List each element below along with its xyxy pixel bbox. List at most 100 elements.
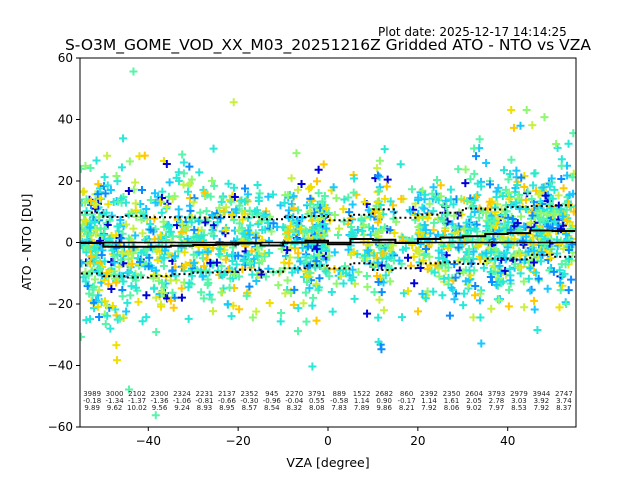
scatter-point <box>558 212 567 221</box>
bin-count-label: 3944 <box>532 390 550 398</box>
scatter-point <box>229 98 238 107</box>
scatter-point <box>556 205 565 214</box>
scatter-point <box>265 299 274 308</box>
scatter-point <box>197 288 206 297</box>
scatter-point <box>325 272 334 281</box>
scatter-point <box>317 260 326 269</box>
scatter-point <box>189 198 198 207</box>
scatter-point <box>477 339 486 348</box>
y-axis: −60 −40 −20 0 20 40 60 <box>48 51 80 434</box>
scatter-point <box>320 191 329 200</box>
scatter-point <box>220 270 229 279</box>
scatter-point <box>465 245 474 254</box>
scatter-point <box>160 283 169 292</box>
bin-count-label: 2350 <box>443 390 461 398</box>
scatter-point <box>267 227 276 236</box>
scatter-point <box>189 250 198 259</box>
bin-mean-label: 0.55 <box>309 397 325 405</box>
scatter-point <box>506 276 515 285</box>
scatter-point <box>240 184 249 193</box>
scatter-point <box>146 195 155 204</box>
scatter-point <box>294 304 303 313</box>
scatter-point <box>170 192 179 201</box>
scatter-point <box>562 299 571 308</box>
y-tick-label: −20 <box>48 297 73 311</box>
scatter-point <box>103 311 112 320</box>
scatter-point <box>459 255 468 264</box>
scatter-point <box>386 277 395 286</box>
scatter-point <box>121 198 130 207</box>
scatter-point <box>546 254 555 263</box>
scatter-point <box>508 215 517 224</box>
scatter-point <box>157 208 166 217</box>
scatter-point <box>401 244 410 253</box>
scatter-point <box>207 176 216 185</box>
scatter-point <box>179 180 188 189</box>
scatter-point <box>292 149 301 158</box>
scatter-point <box>505 285 514 294</box>
scatter-point <box>515 263 524 272</box>
scatter-point <box>248 270 257 279</box>
scatter-point <box>97 251 106 260</box>
scatter-point <box>166 276 175 285</box>
bin-mean-label: 1.14 <box>354 397 370 405</box>
bin-std-label: 8.95 <box>219 404 235 412</box>
bin-std-label: 9.89 <box>84 404 100 412</box>
scatter-point <box>512 166 521 175</box>
scatter-point <box>138 229 147 238</box>
scatter-point <box>146 225 155 234</box>
scatter-point <box>528 121 537 130</box>
scatter-point <box>526 218 535 227</box>
scatter-point <box>289 300 298 309</box>
scatter-point <box>373 218 382 227</box>
scatter-point <box>516 121 525 130</box>
scatter-point <box>131 178 140 187</box>
scatter-point <box>536 257 545 266</box>
scatter-point <box>334 230 343 239</box>
x-tick-label: 20 <box>410 434 425 448</box>
scatter-point <box>557 260 566 269</box>
bin-std-label: 8.08 <box>309 404 325 412</box>
scatter-point <box>370 288 379 297</box>
scatter-point <box>308 226 317 235</box>
scatter-point <box>421 225 430 234</box>
scatter-point <box>461 165 470 174</box>
scatter-point <box>89 298 98 307</box>
scatter-point <box>297 179 306 188</box>
scatter-point <box>100 297 109 306</box>
scatter-point <box>421 190 430 199</box>
scatter-point <box>301 288 310 297</box>
scatter-point <box>290 285 299 294</box>
scatter-point <box>274 281 283 290</box>
scatter-point <box>80 259 86 268</box>
scatter-point <box>80 231 86 240</box>
scatter-point <box>339 205 348 214</box>
scatter-point <box>142 205 151 214</box>
scatter-point <box>131 276 140 285</box>
scatter-point <box>420 221 429 230</box>
scatter-point <box>245 230 254 239</box>
scatter-point <box>329 183 338 192</box>
scatter-point <box>344 245 353 254</box>
scatter-point <box>485 228 494 237</box>
scatter-point <box>132 283 141 292</box>
scatter-point <box>436 192 445 201</box>
scatter-point <box>280 198 289 207</box>
scatter-point <box>84 244 93 253</box>
scatter-point <box>314 251 323 260</box>
scatter-point <box>174 212 183 221</box>
scatter-point <box>374 313 383 322</box>
scatter-point <box>227 197 236 206</box>
scatter-point <box>129 185 138 194</box>
scatter-point <box>487 248 496 257</box>
scatter-point <box>348 265 357 274</box>
scatter-point <box>495 261 504 270</box>
chart-title: S-O3M_GOME_VOD_XX_M03_20251216Z Gridded … <box>65 36 591 55</box>
scatter-point <box>283 191 292 200</box>
scatter-point <box>215 245 224 254</box>
scatter-point <box>363 246 372 255</box>
bin-std-label: 9.62 <box>107 404 123 412</box>
scatter-point <box>244 250 253 259</box>
scatter-point <box>373 164 382 173</box>
scatter-point <box>485 180 494 189</box>
